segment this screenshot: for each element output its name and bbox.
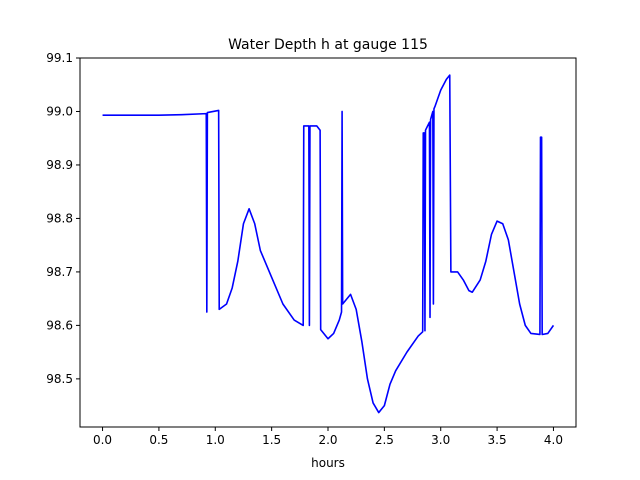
plot-background: [80, 58, 576, 427]
y-tick-label: 99.0: [46, 104, 73, 118]
x-tick-label: 0.0: [93, 433, 112, 447]
y-tick-label: 98.7: [46, 265, 73, 279]
chart-title: Water Depth h at gauge 115: [228, 37, 428, 53]
series-layer: [102, 74, 555, 414]
series-line-0: [102, 74, 555, 414]
x-axis-label: hours: [311, 456, 345, 470]
x-tick-label: 2.5: [375, 433, 394, 447]
y-tick-label: 99.1: [46, 51, 73, 65]
y-tick-label: 98.9: [46, 158, 73, 172]
y-axis: 98.5 98.6 98.7 98.8 98.9 99.0 99.1: [46, 51, 80, 386]
x-tick-label: 3.0: [431, 433, 450, 447]
x-tick-label: 1.5: [262, 433, 281, 447]
x-tick-label: 0.5: [149, 433, 168, 447]
x-axis: 0.0 0.5 1.0 1.5 2.0 2.5 3.0 3.5 4.0: [93, 427, 563, 447]
x-tick-label: 4.0: [544, 433, 563, 447]
x-tick-label: 1.0: [206, 433, 225, 447]
y-tick-label: 98.6: [46, 318, 73, 332]
y-tick-label: 98.8: [46, 211, 73, 225]
plot-area: [79, 57, 577, 428]
x-tick-label: 2.0: [318, 433, 337, 447]
y-tick-label: 98.5: [46, 372, 73, 386]
x-tick-label: 3.5: [488, 433, 507, 447]
